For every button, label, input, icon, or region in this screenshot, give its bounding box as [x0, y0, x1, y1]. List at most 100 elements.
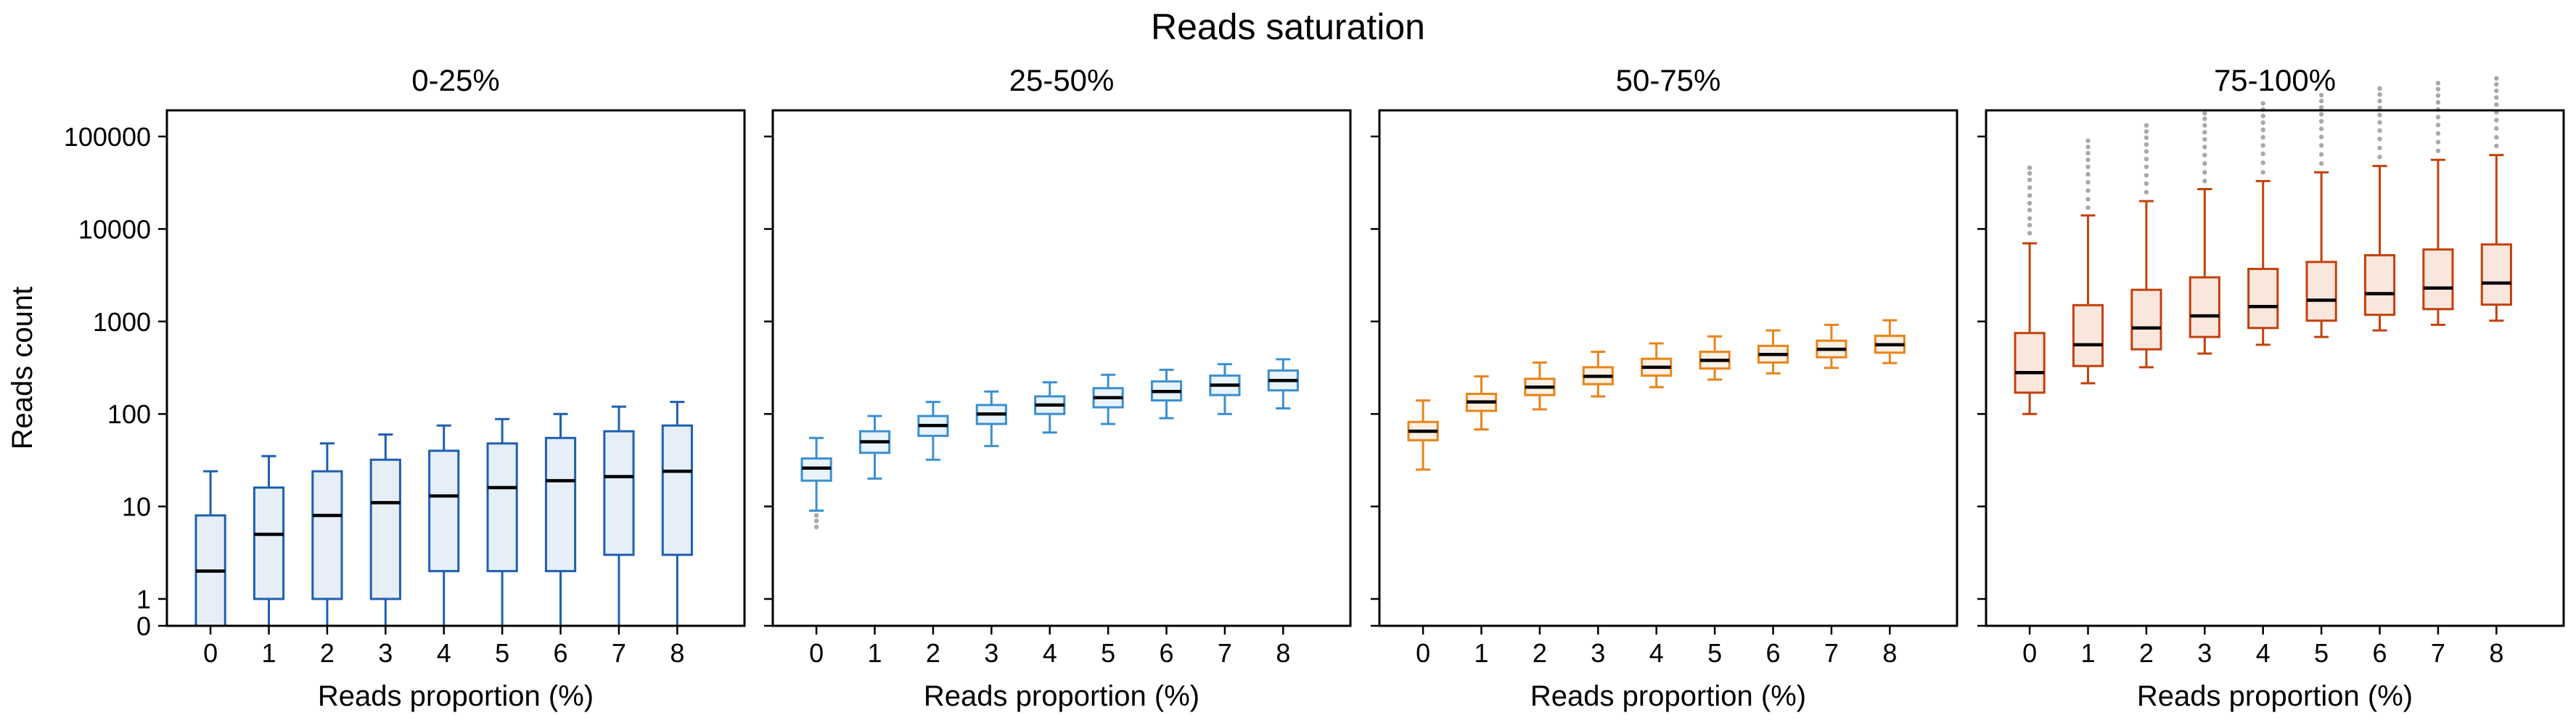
outlier-point	[2085, 138, 2091, 144]
box-iqr	[2189, 276, 2220, 338]
x-tick-label: 0	[203, 638, 218, 668]
outlier-point	[2085, 171, 2091, 177]
outlier-point	[2085, 179, 2091, 185]
x-tick-label: 6	[1160, 638, 1174, 668]
outlier-point	[2085, 150, 2091, 156]
box-8	[661, 401, 693, 626]
outlier-point	[2377, 113, 2382, 118]
outlier-point	[2144, 135, 2149, 140]
box-0	[800, 436, 832, 530]
box-8	[1267, 358, 1299, 409]
box-1	[858, 415, 891, 480]
outlier-point	[2318, 112, 2324, 117]
box-3	[2189, 110, 2220, 355]
box-2	[917, 401, 949, 461]
outlier-point	[2202, 123, 2207, 128]
outlier-point	[2260, 101, 2265, 106]
outlier-point	[2202, 161, 2207, 166]
box-iqr	[428, 449, 460, 573]
x-tick-label: 5	[1707, 638, 1722, 668]
x-tick-label: 7	[1824, 638, 1839, 668]
outlier-point	[2085, 157, 2091, 163]
outlier-point	[2318, 118, 2324, 124]
box-3	[975, 390, 1007, 447]
outlier-point	[2318, 98, 2324, 104]
panel-frame	[1985, 109, 2565, 627]
box-2	[311, 442, 343, 626]
box-iqr	[2014, 332, 2046, 394]
x-tick-label: 0	[2022, 638, 2037, 668]
outlier-point	[2260, 134, 2265, 140]
outlier-point	[2260, 160, 2265, 166]
outlier-point	[2435, 123, 2441, 128]
outlier-point	[2202, 152, 2207, 158]
box-4	[1641, 342, 1673, 388]
x-tick-label: 4	[437, 638, 451, 668]
box-7	[1209, 363, 1241, 415]
outlier-point	[2085, 205, 2091, 211]
outlier-point	[2260, 113, 2265, 118]
outlier-point	[2085, 144, 2091, 150]
outlier-point	[2318, 105, 2324, 110]
outlier-point	[2318, 134, 2324, 139]
outlier-point	[2494, 95, 2499, 100]
box-0	[1407, 399, 1439, 471]
x-tick-label: 3	[2197, 638, 2212, 668]
x-tick-label: 8	[1276, 638, 1290, 668]
outlier-point	[2202, 170, 2207, 175]
box-1	[2072, 138, 2104, 385]
box-iqr	[2363, 254, 2396, 317]
panel-title: 75-100%	[2214, 63, 2336, 97]
x-tick-label: 6	[2373, 638, 2387, 668]
box-1	[1465, 375, 1498, 431]
x-tick-label: 7	[2431, 638, 2445, 668]
outlier-point	[2144, 173, 2149, 178]
outlier-point	[2144, 149, 2149, 154]
x-axis-label: Reads proportion (%)	[2137, 680, 2413, 712]
x-tick-label: 2	[926, 638, 940, 668]
box-3	[1582, 351, 1614, 398]
outlier-point	[2260, 120, 2265, 126]
x-tick-label: 5	[2314, 638, 2329, 668]
outlier-point	[2377, 120, 2382, 125]
box-7	[2422, 81, 2454, 326]
outlier-point	[2377, 86, 2382, 91]
outlier-point	[2435, 99, 2441, 105]
x-tick-label: 8	[1882, 638, 1897, 668]
outlier-point	[2202, 116, 2207, 121]
x-tick-label: 3	[1591, 638, 1605, 668]
outlier-point	[2494, 88, 2499, 94]
outlier-point	[2377, 105, 2382, 110]
outlier-point	[2435, 148, 2441, 153]
box-6	[2363, 86, 2396, 332]
outlier-point	[2377, 136, 2382, 142]
x-tick-label: 8	[670, 638, 684, 668]
outlier-point	[2027, 171, 2033, 176]
outlier-point	[2494, 126, 2499, 131]
figure-title: Reads saturation	[1151, 7, 1425, 47]
panel-3: 75-100% 0 1 2 3 4 5 6 7 8 Reads proportion (%)	[1977, 63, 2565, 712]
outlier-point	[813, 524, 819, 530]
box-iqr	[2422, 248, 2454, 311]
x-tick-label: 4	[1043, 638, 1057, 668]
outlier-point	[2202, 144, 2207, 150]
x-tick-label: 1	[1474, 638, 1488, 668]
box-8	[2480, 76, 2512, 322]
outlier-point	[2144, 142, 2149, 147]
y-tick-label: 10000	[78, 214, 151, 244]
panel-title: 50-75%	[1616, 63, 1721, 97]
box-0	[2014, 165, 2046, 415]
y-tick-label: 0	[136, 611, 151, 641]
y-tick-label: 100	[107, 399, 151, 429]
outlier-point	[2435, 93, 2441, 98]
outlier-point	[2027, 222, 2033, 228]
outlier-point	[2494, 143, 2499, 149]
y-tick-label: 1	[136, 584, 151, 614]
box-iqr	[661, 424, 693, 556]
outlier-point	[2494, 102, 2499, 107]
y-axis-label: Reads count	[7, 287, 38, 450]
x-tick-label: 8	[2489, 638, 2503, 668]
outlier-point	[2027, 208, 2033, 213]
outlier-point	[2435, 139, 2441, 144]
